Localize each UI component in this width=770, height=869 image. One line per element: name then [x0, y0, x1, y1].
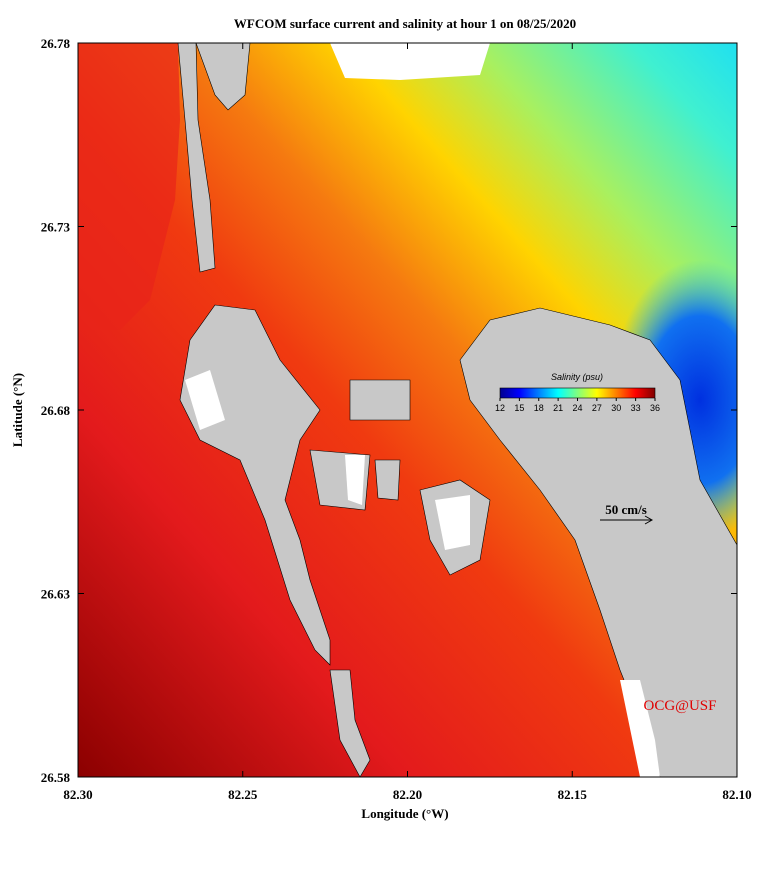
y-tick-label: 26.73 — [41, 220, 71, 235]
map-area — [78, 43, 737, 777]
island — [195, 43, 251, 111]
title: WFCOM surface current and salinity at ho… — [234, 16, 576, 31]
y-tick-label: 26.68 — [41, 403, 71, 418]
island — [329, 669, 371, 777]
outside-domain — [330, 43, 490, 80]
island — [309, 379, 411, 511]
watermark: OCG@USF — [643, 698, 716, 714]
x-tick-label: 82.15 — [558, 787, 588, 802]
outside-domain — [620, 680, 660, 777]
colorbar — [499, 387, 656, 399]
colorbar-tick-label: 12 — [495, 403, 505, 413]
outside-domain — [345, 455, 365, 505]
salinity-field — [78, 43, 180, 330]
colorbar-tick-label: 15 — [514, 403, 524, 413]
y-axis-label: Latitude (°N) — [10, 373, 25, 447]
mainland — [459, 307, 737, 777]
y-tick-label: 26.78 — [41, 36, 71, 51]
colorbar-tick-label: 30 — [611, 403, 621, 413]
x-axis-label: Longitude (°W) — [361, 806, 448, 821]
colorbar-tick-label: 24 — [572, 403, 582, 413]
outside-domain — [435, 495, 470, 550]
x-tick-label: 82.30 — [63, 787, 92, 802]
y-tick-label: 26.63 — [41, 587, 71, 602]
colorbar-title: Salinity (psu) — [551, 372, 603, 382]
colorbar-tick-label: 18 — [534, 403, 544, 413]
colorbar-tick-label: 36 — [650, 403, 660, 413]
outside-domain — [185, 370, 225, 430]
colorbar-tick-label: 33 — [631, 403, 641, 413]
colorbar-tick-label: 21 — [553, 403, 563, 413]
island — [177, 43, 216, 273]
x-tick-label: 82.10 — [722, 787, 751, 802]
scale-arrowhead — [644, 515, 654, 525]
y-tick-label: 26.58 — [41, 770, 71, 785]
x-tick-label: 82.25 — [228, 787, 258, 802]
x-tick-label: 82.20 — [393, 787, 422, 802]
colorbar-tick-label: 27 — [592, 403, 602, 413]
scale-label: 50 cm/s — [605, 502, 647, 517]
